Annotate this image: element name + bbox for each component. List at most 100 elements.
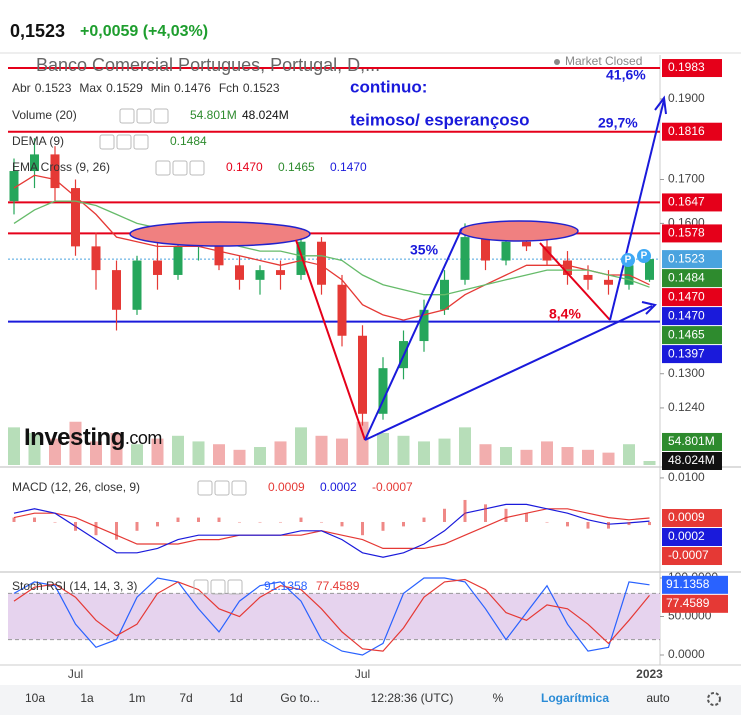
indicator-value: 0.1470 (226, 160, 263, 174)
toolbar-button[interactable]: 10a (25, 691, 45, 705)
price-tag (662, 452, 722, 470)
highlight-ellipse (129, 221, 311, 247)
candle-body (317, 241, 326, 285)
indicator-value: -0.0007 (372, 480, 413, 494)
volume-bar (295, 427, 307, 465)
candle-body (542, 246, 552, 261)
indicator-name: DEMA (9) (12, 134, 64, 148)
histogram-bar (340, 521, 344, 527)
histogram-bar (627, 521, 631, 526)
volume-bar (459, 427, 471, 465)
legend-icon[interactable] (214, 480, 230, 496)
indicator-value: 0.1484 (170, 134, 207, 148)
legend-icon[interactable] (133, 134, 149, 150)
annotation: continuo: (350, 77, 427, 96)
volume-bar (479, 444, 492, 465)
volume-bar (643, 461, 656, 465)
toolbar-button[interactable]: 12:28:36 (UTC) (371, 691, 454, 705)
trend-line (539, 242, 611, 321)
y-tick-label: 0.1900 (668, 91, 705, 105)
legend-icon[interactable] (155, 160, 171, 176)
legend-icon[interactable] (99, 134, 115, 150)
toolbar-button[interactable]: 1d (229, 691, 242, 705)
legend-icon[interactable] (189, 160, 205, 176)
toolbar-button[interactable]: Logarítmica (541, 691, 609, 705)
candle-body (337, 284, 347, 336)
price-tag (662, 432, 722, 451)
y-tick-label: 0.1700 (668, 172, 705, 186)
annotation: 35% (410, 242, 439, 258)
legend-icon[interactable] (193, 579, 209, 595)
toolbar-button[interactable]: 1a (80, 691, 94, 705)
indicator-line (13, 577, 650, 656)
event-marker-label[interactable]: P (641, 251, 648, 262)
value-tag (662, 509, 722, 528)
volume-bar (520, 449, 533, 465)
legend-icon[interactable] (119, 108, 135, 124)
volume-bar (28, 432, 41, 465)
settings-button[interactable] (707, 692, 721, 706)
trend-line (364, 227, 463, 441)
histogram-bar (320, 521, 323, 523)
candle-body (235, 265, 244, 280)
x-tick-label: Jul (68, 667, 83, 681)
event-marker[interactable] (621, 253, 635, 267)
indicator-value: 0.0002 (320, 480, 357, 494)
ohlc-label: Min (151, 81, 170, 95)
ohlc-value: 0.1523 (243, 81, 280, 95)
toolbar (0, 685, 741, 715)
legend-icon[interactable] (231, 480, 247, 496)
event-marker[interactable] (637, 249, 651, 263)
price-tag-label: 0.1465 (668, 327, 705, 341)
histogram-bar (566, 521, 569, 527)
legend-icon[interactable] (116, 134, 132, 150)
price-change: +0,0059 (+4,03%) (80, 23, 208, 40)
candle-body (30, 154, 39, 172)
value-tag-label: 91.1358 (666, 577, 710, 591)
value-tag (662, 575, 728, 594)
volume-bar (90, 441, 102, 465)
histogram-bar (299, 517, 303, 522)
value-tag-label: 0.0009 (668, 510, 705, 524)
histogram-bar (381, 521, 385, 531)
volume-bar (561, 447, 574, 465)
legend-icon[interactable] (153, 108, 169, 124)
watermark-text: Investing (24, 424, 125, 451)
price-tag-label: 0.1397 (668, 346, 705, 360)
candle-body (214, 241, 224, 266)
legend-icon[interactable] (136, 108, 152, 124)
candle-body (563, 260, 572, 275)
watermark: Investing.com (24, 424, 162, 451)
arrow-head (654, 95, 667, 115)
volume-bar (582, 449, 594, 465)
toolbar-button[interactable]: 7d (179, 691, 192, 705)
ohlc-legend: Abr 0.1523 Max 0.1529 Min 0.1476 Fch 0.1523 (12, 81, 280, 95)
indicator-line (13, 578, 650, 652)
legend-icon[interactable] (172, 160, 188, 176)
toolbar-button[interactable]: Go to... (280, 691, 319, 705)
indicator-value: 0.1465 (278, 160, 315, 174)
value-tag (662, 528, 722, 547)
legend-icon[interactable] (227, 579, 243, 595)
legend-icon[interactable] (197, 480, 213, 496)
candle-body (481, 237, 490, 261)
price-tag (662, 345, 722, 364)
indicator-line (13, 508, 650, 549)
histogram-bar (217, 517, 221, 522)
indicator-name: Volume (20) (12, 108, 77, 122)
candle-body (9, 171, 19, 202)
toolbar-button[interactable]: % (493, 691, 504, 705)
price-tag-label: 48.024M (668, 453, 715, 467)
toolbar-button[interactable]: 1m (129, 691, 146, 705)
legend-icon[interactable] (210, 579, 226, 595)
histogram-bar (53, 521, 57, 523)
volume-bar (397, 435, 410, 465)
event-marker-label[interactable]: P (625, 255, 632, 266)
histogram-bar (402, 521, 405, 527)
toolbar-button[interactable]: auto (646, 691, 670, 705)
candle-body (71, 188, 80, 247)
moving-average (13, 200, 650, 296)
volume-bar (274, 441, 287, 465)
price-tag (662, 250, 722, 269)
